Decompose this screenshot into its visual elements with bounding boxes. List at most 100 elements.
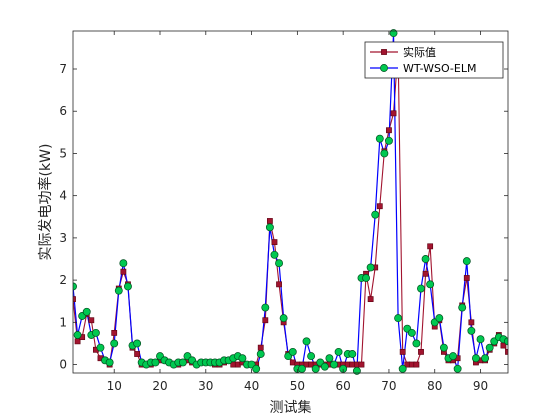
model-data-point: [307, 352, 316, 361]
actual-data-point: [390, 110, 397, 117]
model-data-point: [256, 350, 265, 358]
y-tick-label: 1: [59, 315, 67, 329]
model-data-point: [375, 134, 384, 143]
actual-data-point: [427, 243, 434, 250]
model-data-point: [82, 307, 91, 316]
model-data-point: [288, 347, 297, 356]
model-data-point: [421, 255, 430, 263]
model-data-point: [366, 263, 375, 272]
plot-area-background: [73, 31, 508, 373]
x-tick-label: 40: [244, 379, 259, 393]
model-data-point: [91, 328, 100, 337]
model-data-point: [133, 339, 142, 348]
model-data-point: [453, 364, 462, 373]
model-data-point: [348, 350, 357, 358]
model-data-point: [407, 328, 416, 337]
y-tick-label: 4: [59, 189, 67, 203]
model-data-point: [389, 29, 398, 38]
x-tick-label: 60: [336, 379, 351, 393]
legend-marker-circle: [380, 64, 388, 72]
model-data-point: [330, 360, 338, 369]
model-data-point: [73, 331, 82, 339]
y-axis-label: 实际发电功率(kW): [37, 144, 54, 261]
model-data-point: [476, 335, 485, 344]
legend-marker-square: [381, 49, 387, 55]
model-data-point: [123, 282, 132, 291]
model-data-point: [119, 259, 128, 268]
x-tick-label: 70: [381, 379, 396, 393]
model-data-point: [151, 358, 160, 367]
legend-label-1: 实际值: [403, 45, 436, 59]
model-data-point: [334, 347, 343, 356]
actual-data-point: [399, 348, 406, 355]
model-data-point: [297, 364, 306, 373]
model-data-point: [439, 343, 448, 352]
model-data-point: [114, 286, 123, 295]
actual-data-point: [413, 361, 420, 368]
actual-data-point: [262, 317, 269, 324]
actual-data-point: [386, 127, 392, 134]
actual-data-point: [276, 281, 282, 288]
actual-data-point: [257, 344, 264, 351]
model-data-point: [279, 314, 288, 323]
model-data-point: [417, 284, 425, 293]
model-data-point: [302, 337, 311, 346]
y-tick-label: 7: [59, 62, 67, 76]
model-data-point: [412, 339, 421, 348]
actual-data-point: [468, 319, 475, 326]
model-data-point: [449, 352, 458, 361]
model-data-point: [270, 250, 279, 259]
x-tick-label: 80: [427, 379, 442, 393]
y-tick-label: 0: [59, 358, 67, 372]
actual-data-point: [134, 351, 141, 357]
actual-data-point: [266, 218, 273, 224]
actual-data-point: [418, 348, 424, 355]
x-tick-label: 50: [290, 379, 305, 393]
actual-data-point: [111, 329, 118, 336]
model-data-point: [481, 354, 490, 363]
actual-data-point: [271, 239, 278, 246]
model-data-point: [96, 343, 105, 352]
model-data-point: [371, 210, 380, 219]
x-tick-label: 20: [152, 379, 167, 393]
model-data-point: [325, 354, 334, 363]
plot-area-frame: [72, 30, 509, 374]
x-tick-label: 10: [107, 379, 122, 393]
y-tick-label: 6: [59, 104, 67, 118]
model-data-point: [394, 314, 403, 323]
actual-data-point: [422, 270, 429, 277]
model-data-point: [462, 257, 471, 266]
actual-data-point: [120, 268, 127, 275]
model-data-point: [265, 223, 274, 232]
legend-box: [364, 41, 504, 79]
model-data-point: [467, 326, 476, 335]
legend: 实际值 WT-WSO-ELM: [364, 41, 504, 79]
x-tick-label: 90: [473, 379, 488, 393]
model-data-point: [178, 358, 187, 367]
actual-data-point: [376, 203, 383, 210]
model-data-point: [352, 366, 361, 375]
model-data-point: [362, 274, 371, 282]
actual-data-point: [358, 361, 365, 368]
model-data-point: [238, 354, 247, 363]
x-axis-label: 测试集: [270, 399, 312, 416]
model-data-point: [435, 314, 444, 323]
ticks-layer: 10 20 30 40 50 60 70 80 90 0 1 2 3 4 5 6 7: [59, 31, 508, 393]
model-data-point: [320, 362, 329, 371]
actual-data-point: [463, 275, 470, 281]
y-tick-label: 5: [59, 146, 67, 160]
model-data-point: [384, 136, 393, 145]
y-tick-label: 3: [59, 231, 67, 245]
model-data-point: [471, 354, 480, 363]
model-data-point: [275, 259, 284, 268]
x-tick-label: 30: [198, 379, 213, 393]
model-data-point: [426, 280, 435, 289]
legend-label-2: WT-WSO-ELM: [403, 62, 476, 75]
model-data-point: [252, 364, 261, 373]
y-tick-label: 2: [59, 273, 67, 287]
model-data-point: [261, 303, 270, 312]
model-data-point: [458, 303, 467, 312]
model-data-point: [380, 149, 389, 158]
model-data-point: [110, 339, 119, 348]
